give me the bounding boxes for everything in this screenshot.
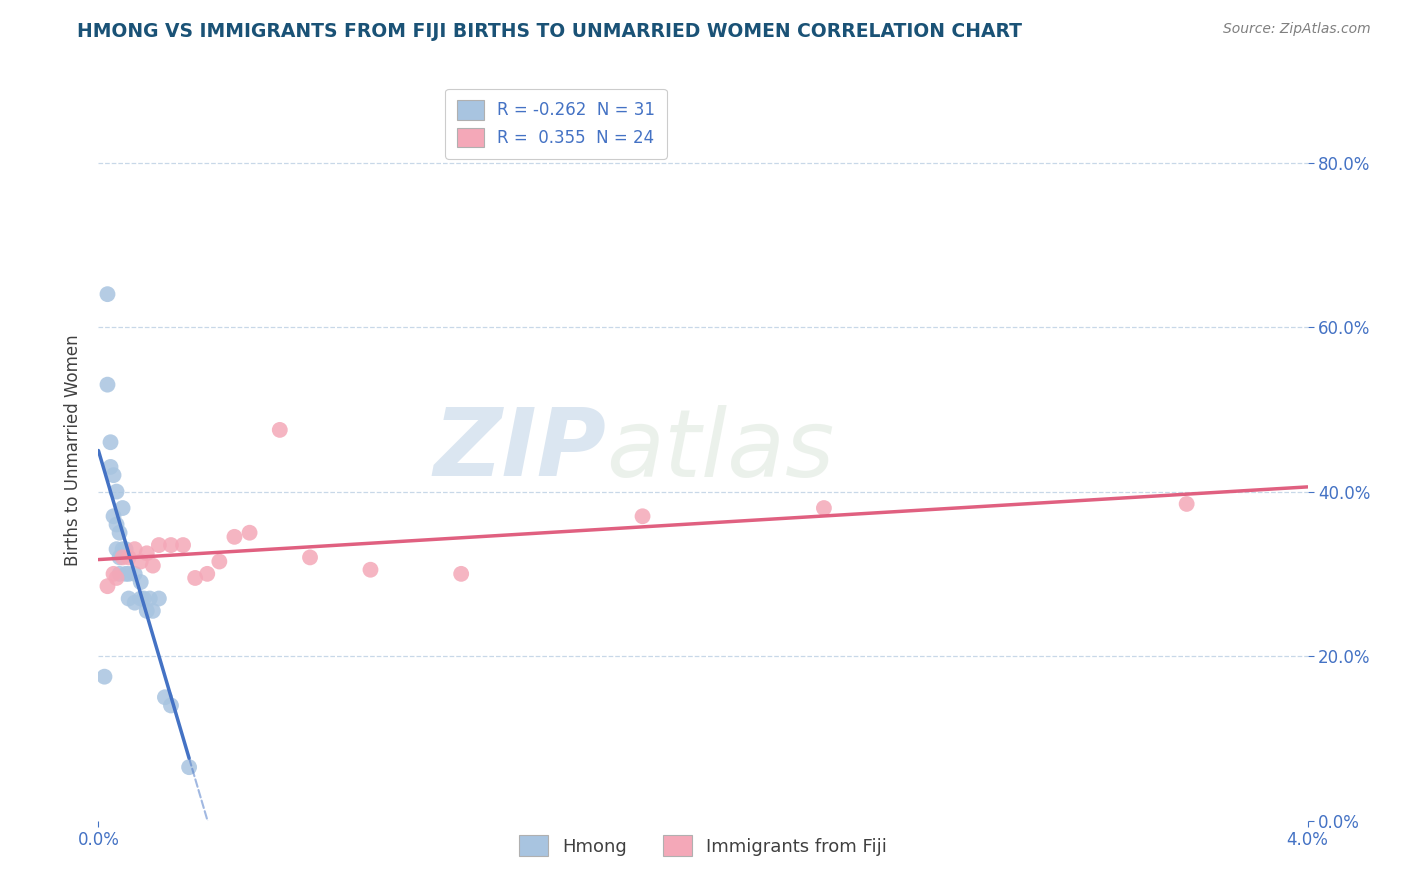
Point — [153, 690, 176, 705]
Point — [148, 591, 170, 606]
Point — [184, 571, 207, 585]
Point — [135, 546, 157, 560]
Point — [108, 550, 131, 565]
Y-axis label: Births to Unmarried Women: Births to Unmarried Women — [65, 334, 83, 566]
Point — [208, 554, 231, 569]
Point — [124, 596, 146, 610]
Point — [269, 423, 291, 437]
Point — [631, 509, 654, 524]
Point — [103, 468, 125, 483]
Point — [132, 591, 155, 606]
Point — [118, 591, 141, 606]
Point — [142, 558, 165, 573]
Point — [172, 538, 194, 552]
Point — [100, 459, 122, 474]
Point — [195, 566, 218, 581]
Point — [360, 563, 382, 577]
Point — [118, 550, 141, 565]
Point — [103, 566, 125, 581]
Point — [114, 566, 136, 581]
Point — [111, 542, 134, 557]
Point — [114, 542, 136, 557]
Text: HMONG VS IMMIGRANTS FROM FIJI BIRTHS TO UNMARRIED WOMEN CORRELATION CHART: HMONG VS IMMIGRANTS FROM FIJI BIRTHS TO … — [77, 22, 1022, 41]
Point — [96, 579, 118, 593]
Point — [135, 604, 157, 618]
Point — [813, 501, 835, 516]
Point — [105, 571, 128, 585]
Point — [124, 542, 146, 557]
Point — [129, 554, 152, 569]
Point — [148, 538, 170, 552]
Point — [450, 566, 472, 581]
Point — [118, 566, 141, 581]
Point — [179, 760, 201, 774]
Point — [105, 484, 128, 499]
Point — [142, 604, 165, 618]
Point — [1175, 497, 1198, 511]
Point — [96, 377, 118, 392]
Text: ZIP: ZIP — [433, 404, 606, 497]
Point — [160, 538, 183, 552]
Point — [100, 435, 122, 450]
Point — [105, 517, 128, 532]
Point — [108, 566, 131, 581]
Point — [299, 550, 322, 565]
Text: Source: ZipAtlas.com: Source: ZipAtlas.com — [1223, 22, 1371, 37]
Point — [111, 550, 134, 565]
Point — [129, 591, 152, 606]
Point — [108, 525, 131, 540]
Point — [239, 525, 262, 540]
Point — [111, 501, 134, 516]
Point — [160, 698, 183, 713]
Point — [129, 575, 152, 590]
Text: atlas: atlas — [606, 405, 835, 496]
Point — [96, 287, 118, 301]
Point — [93, 670, 115, 684]
Point — [124, 566, 146, 581]
Point — [139, 591, 162, 606]
Legend: Hmong, Immigrants from Fiji: Hmong, Immigrants from Fiji — [512, 828, 894, 863]
Point — [103, 509, 125, 524]
Point — [224, 530, 246, 544]
Point — [105, 542, 128, 557]
